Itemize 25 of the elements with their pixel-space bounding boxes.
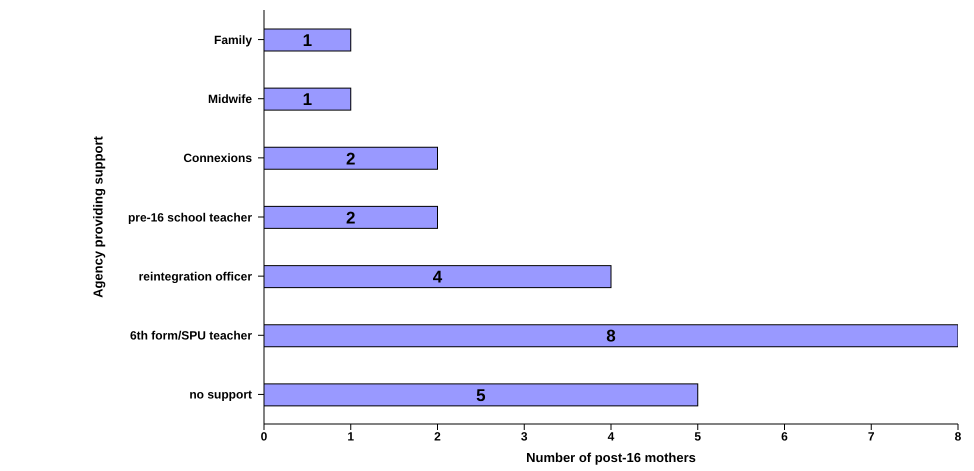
y-tick-label: Midwife xyxy=(208,92,252,106)
y-tick-label: no support xyxy=(189,388,252,402)
x-tick-label: 3 xyxy=(520,430,528,444)
y-tick-label: Family xyxy=(214,32,252,47)
data-label: 4 xyxy=(432,268,443,287)
x-tick-label: 8 xyxy=(954,430,962,444)
x-tick-label: 1 xyxy=(347,430,354,444)
x-tick-label: 0 xyxy=(260,430,268,444)
x-tick-label: 7 xyxy=(868,430,875,444)
y-tick-label: reintegration officer xyxy=(138,269,252,284)
x-tick-label: 5 xyxy=(694,430,702,444)
data-label: 8 xyxy=(606,326,616,346)
data-label: 5 xyxy=(476,386,486,405)
data-label: 1 xyxy=(302,31,312,50)
y-tick-label: Connexions xyxy=(183,151,252,166)
x-axis-title: Number of post-16 mothers xyxy=(526,450,696,465)
x-tick-label: 6 xyxy=(781,430,788,444)
data-label: 2 xyxy=(346,149,356,168)
y-tick-label: 6th form/SPU teacher xyxy=(130,328,252,343)
y-axis-title: Agency providing support xyxy=(90,135,106,298)
data-label: 2 xyxy=(346,208,356,228)
x-tick-label: 2 xyxy=(434,430,442,444)
x-tick-label: 4 xyxy=(608,430,615,444)
data-label: 1 xyxy=(302,90,312,110)
y-tick-label: pre-16 school teacher xyxy=(128,210,252,224)
